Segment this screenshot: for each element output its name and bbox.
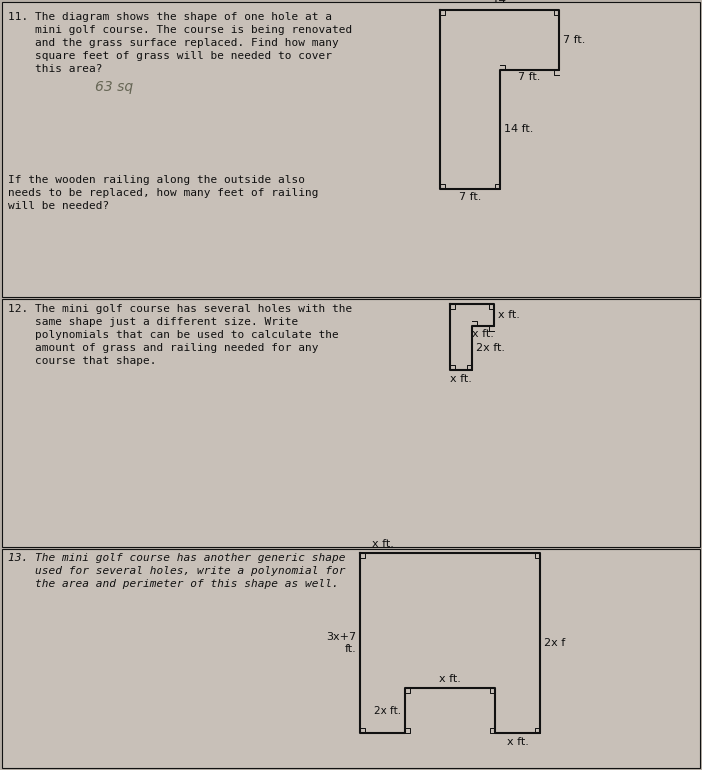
Bar <box>2 2 700 297</box>
Text: 2x ft.: 2x ft. <box>374 705 401 715</box>
Text: 7 ft.: 7 ft. <box>518 72 541 82</box>
Text: 2x f: 2x f <box>544 638 565 648</box>
Bar <box>2 299 700 547</box>
Text: used for several holes, write a polynomial for: used for several holes, write a polynomi… <box>8 566 345 576</box>
Text: square feet of grass will be needed to cover: square feet of grass will be needed to c… <box>8 51 332 61</box>
Text: 14: 14 <box>492 0 507 6</box>
Text: x ft.: x ft. <box>498 310 520 320</box>
Text: mini golf course. The course is being renovated: mini golf course. The course is being re… <box>8 25 352 35</box>
Text: same shape just a different size. Write: same shape just a different size. Write <box>8 317 298 327</box>
Text: 2x ft.: 2x ft. <box>476 343 505 353</box>
Text: amount of grass and railing needed for any: amount of grass and railing needed for a… <box>8 343 319 353</box>
Text: 12. The mini golf course has several holes with the: 12. The mini golf course has several hol… <box>8 304 352 314</box>
Text: needs to be replaced, how many feet of railing: needs to be replaced, how many feet of r… <box>8 188 319 198</box>
Text: this area?: this area? <box>8 64 102 74</box>
Text: 11. The diagram shows the shape of one hole at a: 11. The diagram shows the shape of one h… <box>8 12 332 22</box>
Text: x ft.: x ft. <box>371 539 393 549</box>
Text: x ft.: x ft. <box>450 374 472 384</box>
Text: course that shape.: course that shape. <box>8 356 157 366</box>
Text: If the wooden railing along the outside also: If the wooden railing along the outside … <box>8 175 305 185</box>
Text: x ft.: x ft. <box>472 329 494 339</box>
Text: 63 sq: 63 sq <box>95 80 133 94</box>
Text: x ft.: x ft. <box>507 737 529 747</box>
Text: 14 ft.: 14 ft. <box>503 124 533 134</box>
Text: polynomials that can be used to calculate the: polynomials that can be used to calculat… <box>8 330 339 340</box>
Text: and the grass surface replaced. Find how many: and the grass surface replaced. Find how… <box>8 38 339 48</box>
Bar <box>2 549 700 768</box>
Text: 13. The mini golf course has another generic shape: 13. The mini golf course has another gen… <box>8 553 345 563</box>
Text: the area and perimeter of this shape as well.: the area and perimeter of this shape as … <box>8 579 339 589</box>
Text: 7 ft.: 7 ft. <box>563 35 585 45</box>
Text: 3x+7
ft.: 3x+7 ft. <box>326 632 356 654</box>
Text: will be needed?: will be needed? <box>8 201 110 211</box>
Text: x ft.: x ft. <box>439 674 461 684</box>
Text: 7 ft.: 7 ft. <box>458 192 481 203</box>
